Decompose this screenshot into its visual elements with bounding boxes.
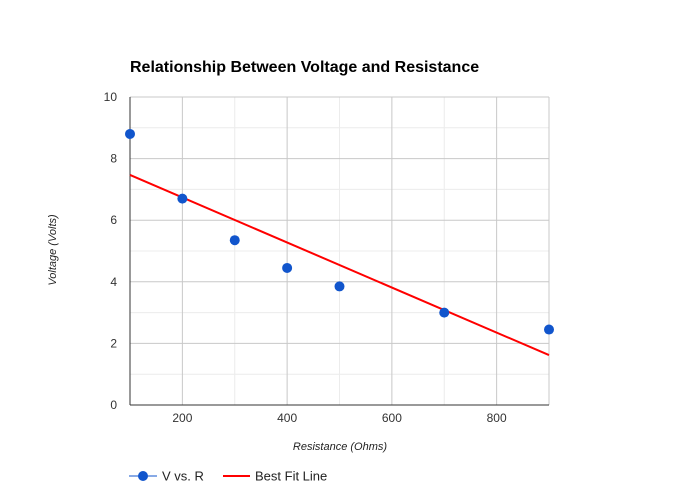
best-fit-line [129, 174, 550, 357]
x-tick-label: 800 [487, 411, 507, 425]
legend-label-best-fit-line: Best Fit Line [255, 469, 327, 484]
x-tick-label: 200 [172, 411, 192, 425]
legend-swatch-marker-v-vs-r [138, 471, 148, 481]
legend[interactable]: V vs. R Best Fit Line [129, 469, 327, 484]
x-axis-title: Resistance (Ohms) [293, 441, 387, 453]
y-tick-label: 0 [110, 398, 117, 412]
x-tick-label: 600 [382, 411, 402, 425]
y-tick-label: 6 [110, 213, 117, 227]
legend-item-v-vs-r[interactable]: V vs. R [129, 469, 204, 484]
data-point [439, 307, 450, 318]
x-axis-tick-labels: 200 400 600 800 [172, 411, 507, 425]
y-tick-label: 2 [110, 336, 117, 350]
x-tick-label: 400 [277, 411, 297, 425]
y-tick-label: 10 [104, 90, 118, 104]
data-point [544, 324, 554, 335]
minor-gridlines [130, 97, 549, 405]
data-point [229, 235, 240, 246]
series-layer [125, 128, 554, 357]
legend-item-best-fit-line[interactable]: Best Fit Line [223, 469, 327, 484]
data-point [177, 193, 188, 204]
data-point [125, 128, 135, 139]
y-axis-tick-labels: 0 2 4 6 8 10 [104, 90, 118, 412]
chart-title: Relationship Between Voltage and Resista… [130, 59, 479, 76]
data-point [334, 281, 345, 292]
axes [129, 97, 549, 406]
y-tick-label: 4 [110, 275, 117, 289]
y-axis-title: Voltage (Volts) [47, 214, 59, 286]
legend-label-v-vs-r: V vs. R [162, 469, 204, 484]
data-point [282, 262, 293, 273]
y-tick-label: 8 [110, 152, 117, 166]
